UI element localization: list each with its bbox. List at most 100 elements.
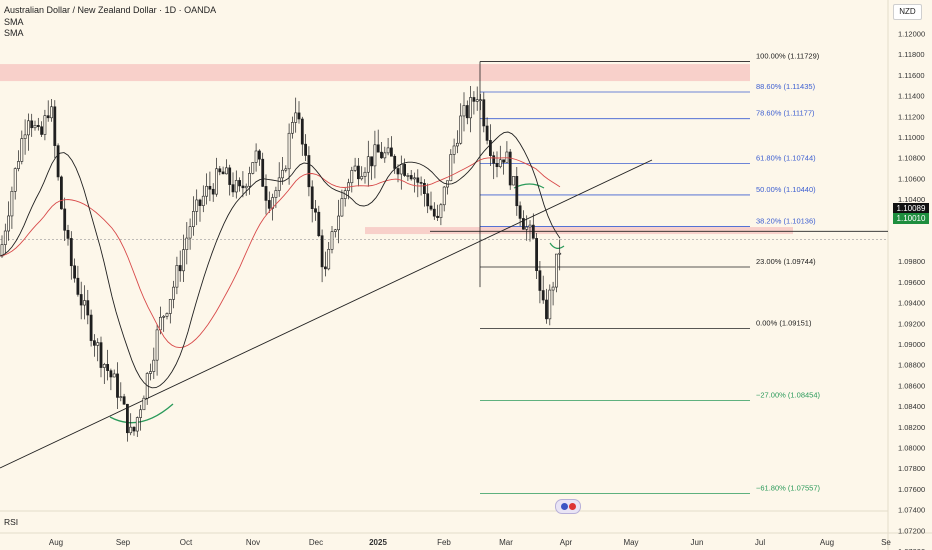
candle [36, 117, 40, 131]
candle-body [208, 185, 212, 190]
y-tick-label: 1.10400 [898, 195, 925, 204]
candle-body [40, 126, 44, 135]
candle-body [356, 165, 360, 180]
y-tick-label: 1.08800 [898, 361, 925, 370]
candle-body [502, 159, 506, 163]
candle [215, 157, 218, 197]
candle-body [112, 373, 116, 378]
candle [225, 159, 228, 175]
candle [59, 175, 63, 210]
candle-body [439, 204, 443, 218]
candle-body [350, 170, 354, 184]
candle-body [548, 289, 552, 320]
candle-body [330, 231, 334, 250]
candle-body [459, 115, 463, 144]
candle-body [267, 200, 271, 209]
candle-body [360, 176, 364, 180]
candle [541, 275, 545, 304]
candle-body [518, 205, 522, 219]
candle-body [168, 299, 172, 314]
y-tick-label: 1.07800 [898, 464, 925, 473]
candle [327, 241, 331, 271]
symbol-title[interactable]: Australian Dollar / New Zealand Dollar ·… [4, 5, 217, 15]
y-tick-label: 1.07600 [898, 485, 925, 494]
candle-body [17, 161, 20, 169]
candle [343, 188, 347, 207]
currency-selector[interactable]: NZD [893, 4, 922, 20]
candle-body [89, 314, 93, 341]
candle-body [142, 397, 146, 411]
candle [521, 210, 525, 230]
candle-body [416, 177, 420, 183]
candle [422, 179, 426, 207]
candle [406, 172, 410, 181]
x-tick-label: Feb [437, 538, 451, 547]
y-axis: 1.12000 1.11800 1.11600 1.11400 1.11200 1.110… [898, 30, 925, 550]
candle-body [482, 99, 486, 127]
candle [178, 250, 182, 282]
y-tick-label: 1.08400 [898, 402, 925, 411]
candle [337, 199, 341, 244]
candle [165, 312, 169, 320]
y-tick-label: 1.11800 [898, 50, 925, 59]
candle-body [13, 168, 17, 192]
candle [162, 315, 166, 332]
candle-body [393, 155, 397, 169]
candle-body [436, 215, 440, 218]
rsi-pane-label[interactable]: RSI [4, 517, 19, 527]
candle-body [366, 156, 370, 173]
candle-body [73, 265, 77, 279]
fib-level-label: 88.60% (1.11435) [756, 82, 816, 91]
candle [195, 189, 199, 226]
candle [172, 280, 176, 309]
candle [485, 117, 489, 145]
candle-body [426, 193, 430, 207]
indicator-sma-2[interactable]: SMA [4, 28, 24, 38]
candle-body [383, 152, 387, 159]
candle-body [294, 112, 298, 123]
candle-body [129, 426, 133, 434]
candle-body [228, 167, 232, 185]
candle-body [192, 211, 195, 227]
y-tick-label: 1.10800 [898, 154, 925, 163]
candle [469, 86, 473, 133]
candle-body [409, 175, 413, 180]
candle-body [531, 224, 535, 239]
candle [340, 189, 344, 217]
candle-body [386, 147, 390, 154]
candle-body [535, 238, 539, 271]
candle [198, 198, 202, 222]
candle [135, 416, 139, 437]
candle-body [488, 140, 492, 156]
candle [535, 232, 539, 280]
y-tick-label: 1.09600 [898, 278, 925, 287]
candle [182, 234, 185, 283]
candle-body [429, 205, 433, 210]
candle [548, 284, 552, 326]
candle-body [389, 147, 393, 157]
candle [304, 134, 308, 161]
candle [436, 204, 440, 221]
candle-body [442, 186, 446, 206]
x-tick-label: Nov [246, 538, 260, 547]
y-tick-label: 1.07000 [898, 547, 925, 550]
y-tick-label: 1.07200 [898, 526, 925, 535]
candle [551, 281, 555, 306]
candle-body [472, 97, 476, 102]
candle-body [485, 125, 489, 141]
economic-events-icon[interactable] [555, 499, 581, 514]
candle [155, 324, 159, 376]
small-arc-annotation [549, 242, 565, 249]
candle [462, 92, 466, 132]
candle-body [254, 150, 258, 163]
candle [248, 166, 251, 195]
candle [300, 116, 304, 156]
candle-body [465, 105, 469, 119]
indicator-sma-1[interactable]: SMA [4, 17, 24, 27]
candle [192, 196, 195, 236]
y-tick-label: 1.09800 [898, 257, 925, 266]
y-tick-label: 1.11600 [898, 71, 925, 80]
fib-level-label: 50.00% (1.10440) [756, 185, 816, 194]
candle [317, 205, 321, 238]
